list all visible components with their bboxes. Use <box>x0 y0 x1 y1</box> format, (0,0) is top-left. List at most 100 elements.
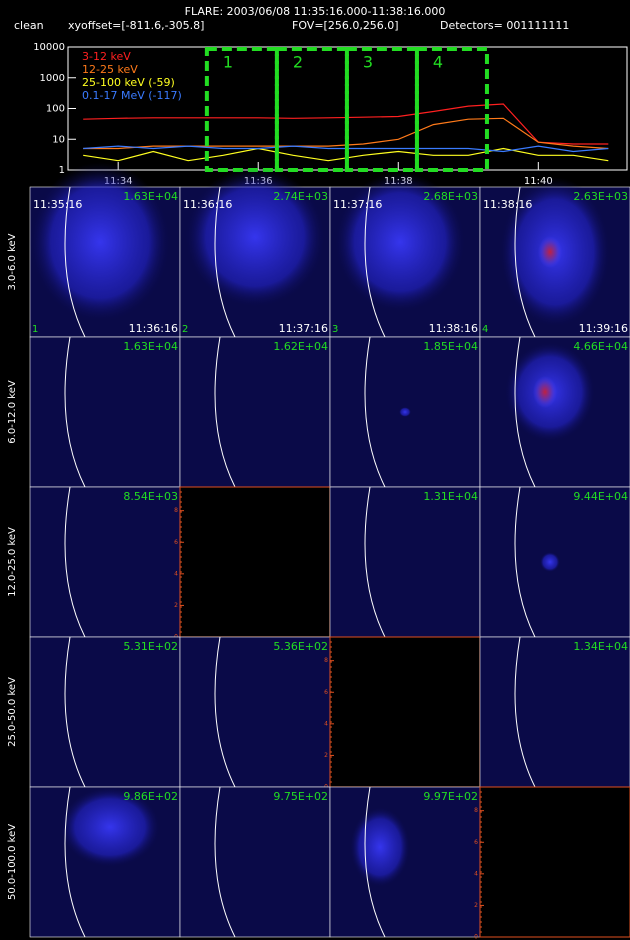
cell-tick-label: 8 <box>474 807 478 814</box>
limb-line <box>514 186 536 338</box>
cell-max: 5.36E+02 <box>273 640 328 653</box>
image-cell <box>29 486 181 638</box>
cell-max: 4.66E+04 <box>573 340 628 353</box>
cell-max: 5.31E+02 <box>123 640 178 653</box>
cell-tick-label: 2 <box>324 752 328 759</box>
y-tick-label: 10000 <box>33 42 65 53</box>
detectors: Detectors= 001111111 <box>440 19 569 32</box>
source-blob <box>60 787 160 867</box>
interval-label: 4 <box>433 53 443 72</box>
cell-tick-label: 6 <box>474 839 478 846</box>
y-tick-label: 1 <box>59 165 65 176</box>
image-cell <box>179 786 331 938</box>
cell-tick-label: 4 <box>174 570 178 577</box>
interval-box <box>344 47 419 172</box>
cell-end-time: 11:39:16 <box>579 322 628 335</box>
blank-cell <box>479 786 630 938</box>
limb-line <box>64 186 86 338</box>
blank-cell <box>329 636 481 788</box>
image-cell <box>179 636 331 788</box>
legend-entry: 12-25 keV <box>82 63 138 76</box>
limb-line <box>514 486 536 638</box>
cell-tick-label: 4 <box>474 870 478 877</box>
cell-tick-label: 2 <box>474 902 478 909</box>
cell-tick-label: 2 <box>174 602 178 609</box>
cell-max: 1.85E+04 <box>423 340 478 353</box>
image-cell <box>479 636 630 788</box>
interval-label: 1 <box>223 53 233 72</box>
energy-band-label: 6.0-12.0 keV <box>7 380 18 444</box>
cell-end-time: 11:36:16 <box>129 322 178 335</box>
interval-box <box>274 47 349 172</box>
title: FLARE: 2003/06/08 11:35:16.000-11:38:16.… <box>185 5 446 18</box>
limb-line <box>64 786 86 938</box>
legend-entry: 25-100 keV (-59) <box>82 76 175 89</box>
cell-max: 1.62E+04 <box>273 340 328 353</box>
image-cell <box>29 336 181 488</box>
source-blob <box>350 807 410 887</box>
cell-start-time: 11:36:16 <box>183 198 232 211</box>
cell-max: 1.34E+04 <box>573 640 628 653</box>
cell-max: 9.86E+02 <box>123 790 178 803</box>
limb-line <box>364 786 386 938</box>
cell-max: 2.63E+03 <box>573 190 628 203</box>
fov: FOV=[256.0,256.0] <box>292 19 399 32</box>
cell-start-time: 11:37:16 <box>333 198 382 211</box>
cell-index: 1 <box>32 324 38 335</box>
xyoffset: xyoffset=[-811.6,-305.8] <box>68 19 204 32</box>
source-core <box>538 236 562 268</box>
cell-max: 1.63E+04 <box>123 190 178 203</box>
cell-tick-label: 6 <box>174 539 178 546</box>
limb-line <box>64 336 86 488</box>
cell-index: 4 <box>482 324 488 335</box>
cell-index: 3 <box>332 324 338 335</box>
energy-band-label: 25.0-50.0 keV <box>7 677 18 747</box>
energy-band-label: 3.0-6.0 keV <box>7 233 18 290</box>
cell-max: 1.31E+04 <box>423 490 478 503</box>
source-blob <box>540 552 560 572</box>
cell-max: 9.97E+02 <box>423 790 478 803</box>
cell-end-time: 11:37:16 <box>279 322 328 335</box>
cell-end-time: 11:38:16 <box>429 322 478 335</box>
limb-line <box>214 786 236 938</box>
cell-tick-label: 4 <box>324 720 328 727</box>
cell-max: 2.68E+03 <box>423 190 478 203</box>
limb-line <box>364 186 386 338</box>
limb-line <box>64 486 86 638</box>
limb-line <box>214 336 236 488</box>
cell-tick-label: 0 <box>474 934 478 940</box>
limb-line <box>514 636 536 788</box>
legend-entry: 3-12 keV <box>82 50 131 63</box>
cell-max: 8.54E+03 <box>123 490 178 503</box>
cell-max: 9.44E+04 <box>573 490 628 503</box>
cell-tick-label: 6 <box>324 689 328 696</box>
limb-line <box>214 636 236 788</box>
cell-tick-label: 8 <box>324 657 328 664</box>
limb-line <box>364 336 386 488</box>
cell-max: 1.63E+04 <box>123 340 178 353</box>
limb-line <box>64 636 86 788</box>
cell-max: 9.75E+02 <box>273 790 328 803</box>
cell-tick-label: 8 <box>174 507 178 514</box>
cell-start-time: 11:35:16 <box>33 198 82 211</box>
y-tick-label: 1000 <box>40 73 65 84</box>
legend-entry: 0.1-17 MeV (-117) <box>82 89 182 102</box>
interval-label: 3 <box>363 53 373 72</box>
blank-cell <box>179 486 331 638</box>
limb-line <box>214 186 236 338</box>
energy-band-label: 12.0-25.0 keV <box>7 527 18 597</box>
image-cell <box>29 636 181 788</box>
source-blob <box>399 407 411 417</box>
source-blob <box>185 167 325 307</box>
limb-line <box>364 486 386 638</box>
y-tick-label: 10 <box>52 134 65 145</box>
y-tick-label: 100 <box>46 104 65 115</box>
image-cell <box>179 336 331 488</box>
interval-box <box>414 47 489 172</box>
energy-band-label: 50.0-100.0 keV <box>7 824 18 900</box>
method: clean <box>14 19 44 32</box>
cell-max: 2.74E+03 <box>273 190 328 203</box>
cell-index: 2 <box>182 324 188 335</box>
limb-line <box>514 336 536 488</box>
